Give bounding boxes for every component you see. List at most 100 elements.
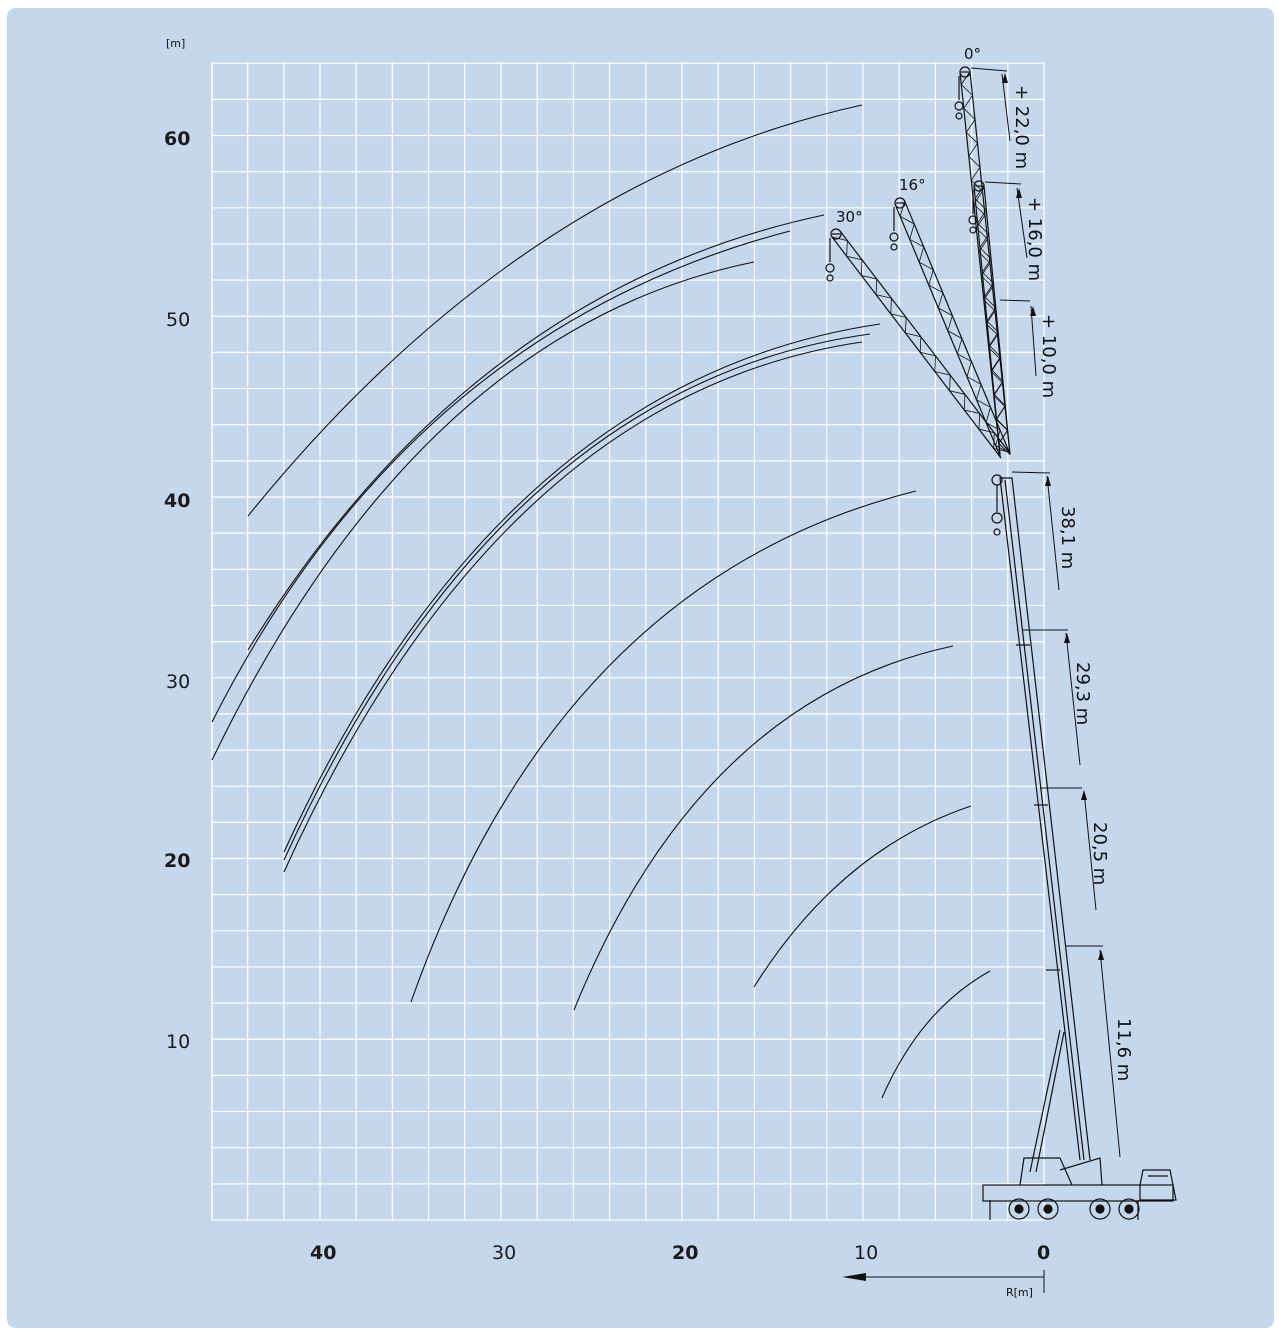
x-axis-unit: R[m] bbox=[1006, 1286, 1033, 1299]
crane-chassis bbox=[982, 1184, 1174, 1202]
dimension-arrow-icon bbox=[1030, 306, 1036, 316]
dimension-lines bbox=[970, 67, 1121, 1158]
jib-extension-16m: + 16,0 m bbox=[1024, 197, 1045, 281]
working-range-curve bbox=[573, 645, 954, 1011]
dimension-line bbox=[1016, 187, 1028, 259]
jib-lattice bbox=[831, 236, 1010, 453]
working-range-curve bbox=[211, 230, 791, 723]
crane-illustration bbox=[825, 66, 1177, 1220]
wheel bbox=[1008, 1198, 1030, 1220]
x-tick-label: 40 bbox=[310, 1242, 336, 1264]
hook bbox=[826, 274, 834, 282]
working-range-curves bbox=[211, 104, 991, 1099]
jib-30-degree bbox=[825, 228, 1010, 459]
counterweight bbox=[1059, 1157, 1103, 1186]
jib-chord bbox=[831, 236, 1002, 459]
wheel-hub bbox=[1095, 1204, 1105, 1214]
working-range-curve bbox=[881, 970, 991, 1099]
dimension-arrow-icon bbox=[1098, 950, 1104, 960]
telescopic-boom bbox=[999, 477, 1091, 1161]
boom-length-11-6m: 11,6 m bbox=[1113, 1018, 1134, 1081]
hook-block bbox=[825, 263, 835, 273]
grid bbox=[211, 62, 1045, 1221]
dimension-arrow-icon bbox=[1064, 633, 1070, 643]
dimension-labels: + 22,0 m + 16,0 m + 10,0 m 38,1 m 29,3 m… bbox=[1011, 85, 1134, 1081]
dimension-line bbox=[999, 299, 1031, 302]
luffing-cylinder bbox=[1035, 1031, 1065, 1173]
hook-block bbox=[991, 512, 1003, 524]
wheel-hub bbox=[1014, 1204, 1024, 1214]
dimension-line bbox=[1065, 632, 1081, 766]
dimension-line bbox=[1099, 949, 1121, 1158]
crane-cab bbox=[1139, 1169, 1177, 1201]
boom-length-29-3m: 29,3 m bbox=[1072, 662, 1093, 725]
x-tick-label: 10 bbox=[854, 1242, 878, 1264]
wheel bbox=[1089, 1198, 1111, 1220]
dimension-arrow-icon bbox=[1002, 73, 1008, 83]
working-range-curve bbox=[211, 261, 755, 761]
jib-16-degree bbox=[889, 197, 1011, 458]
dimension-arrow-icon bbox=[1081, 790, 1087, 800]
working-range-curve bbox=[247, 214, 825, 651]
wheel-hub bbox=[1124, 1204, 1134, 1214]
jib-0-degree bbox=[954, 66, 1011, 456]
jib-lattice bbox=[960, 71, 1011, 455]
jib-angle-16: 16° bbox=[899, 176, 926, 194]
jib-chord bbox=[839, 230, 1010, 453]
jib-lattice bbox=[974, 185, 1011, 455]
hook bbox=[890, 243, 898, 251]
y-tick-label: 30 bbox=[166, 671, 190, 693]
jib-extension-22m: + 22,0 m bbox=[1011, 85, 1032, 169]
jib-head-sheave bbox=[830, 228, 842, 240]
hook-block bbox=[954, 101, 964, 111]
jib-angle-0: 0° bbox=[964, 45, 981, 63]
dimension-line bbox=[984, 181, 1022, 185]
y-tick-label: 20 bbox=[164, 850, 190, 872]
working-range-curve bbox=[410, 490, 917, 1003]
y-tick-label: 50 bbox=[166, 309, 190, 331]
dimension-line bbox=[1001, 73, 1011, 142]
x-axis-ticks: 40 30 20 10 0 bbox=[310, 1242, 1050, 1264]
jib-angle-labels: 0° 16° 30° bbox=[836, 45, 981, 226]
y-tick-label: 40 bbox=[164, 490, 190, 512]
dimension-line bbox=[970, 67, 1008, 72]
jib-angle-30: 30° bbox=[836, 208, 863, 226]
dimension-line bbox=[1046, 475, 1060, 591]
jib-extension-10m: + 10,0 m bbox=[1038, 314, 1059, 398]
arrow-left-icon bbox=[842, 1273, 866, 1281]
working-range-curve bbox=[283, 323, 881, 853]
working-range-curve bbox=[283, 333, 871, 861]
jib-head-sheave bbox=[894, 197, 906, 209]
x-tick-label: 0 bbox=[1037, 1242, 1050, 1264]
jib-lattice bbox=[899, 200, 1010, 454]
boom-section-line bbox=[1004, 479, 1085, 1161]
hook bbox=[993, 528, 1001, 536]
working-range-curve bbox=[283, 341, 863, 873]
y-tick-label: 60 bbox=[164, 128, 190, 150]
dimension-arrow-icon bbox=[1045, 476, 1051, 486]
y-tick-label: 10 bbox=[166, 1031, 190, 1053]
hook bbox=[955, 112, 963, 120]
wheel-hub bbox=[1043, 1204, 1053, 1214]
jib-chord bbox=[983, 185, 1011, 455]
dimension-line bbox=[1011, 471, 1051, 474]
dimension-arrow-icon bbox=[1016, 188, 1022, 198]
hook-block bbox=[968, 215, 978, 225]
working-range-curve bbox=[247, 104, 863, 517]
wheel bbox=[1118, 1198, 1140, 1220]
boom-length-38-1m: 38,1 m bbox=[1057, 506, 1078, 569]
y-axis-unit: [m] bbox=[166, 37, 185, 50]
jib-chord bbox=[904, 200, 1011, 454]
jib-head-sheave bbox=[973, 180, 985, 192]
wheel bbox=[1037, 1198, 1059, 1220]
x-axis-unit-group: R[m] bbox=[842, 1270, 1045, 1299]
jib-head-sheave bbox=[959, 66, 971, 78]
boom-length-20-5m: 20,5 m bbox=[1089, 822, 1110, 885]
working-range-curve bbox=[753, 805, 972, 988]
x-tick-label: 30 bbox=[492, 1242, 516, 1264]
dimension-line bbox=[1083, 790, 1097, 911]
jib-0-degree-16m bbox=[968, 180, 1011, 456]
diagram-panel bbox=[7, 8, 1274, 1328]
dimension-line bbox=[1030, 305, 1037, 377]
x-tick-label: 20 bbox=[672, 1242, 698, 1264]
